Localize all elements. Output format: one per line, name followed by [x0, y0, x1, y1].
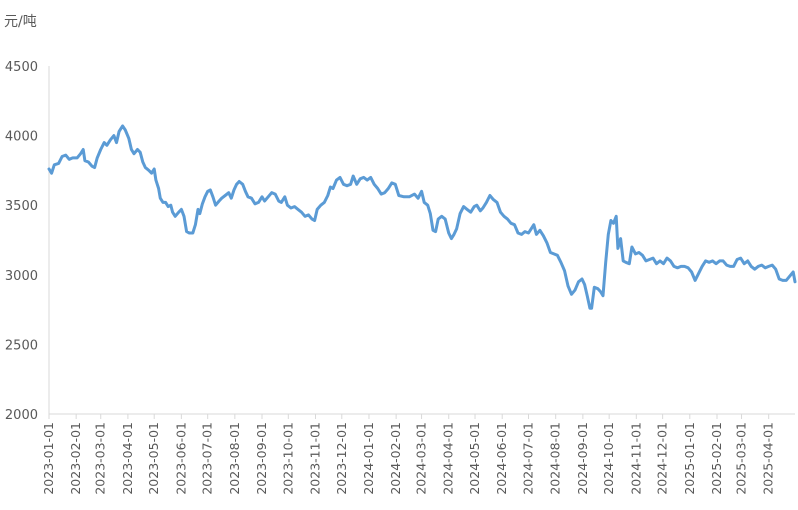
- x-tick-label: 2024-09-01: [575, 422, 590, 495]
- x-tick-label: 2025-03-01: [734, 422, 749, 495]
- y-tick-label: 4500: [5, 60, 38, 75]
- x-tick-label: 2024-06-01: [494, 422, 509, 495]
- y-tick-label: 3500: [5, 199, 38, 214]
- x-tick-label: 2023-07-01: [200, 422, 215, 495]
- x-tick-label: 2025-02-01: [709, 422, 724, 495]
- x-tick-label: 2024-10-01: [601, 422, 616, 495]
- y-tick-label: 3000: [5, 269, 38, 284]
- x-tick-label: 2024-03-01: [414, 422, 429, 495]
- y-axis-unit-label: 元/吨: [4, 14, 37, 30]
- x-tick-label: 2025-01-01: [682, 422, 697, 495]
- y-axis-ticks: 4500 4000 3500 3000 2500 2000: [5, 60, 38, 423]
- x-tick-label: 2023-03-01: [93, 422, 108, 495]
- x-tick-label: 2023-05-01: [146, 422, 161, 495]
- x-tick-label: 2023-10-01: [280, 422, 295, 495]
- x-tick-label: 2023-11-01: [307, 422, 322, 495]
- x-tick-label: 2024-12-01: [655, 422, 670, 495]
- x-tick-label: 2023-01-01: [41, 422, 56, 495]
- x-tick-label: 2024-04-01: [441, 422, 456, 495]
- x-tick-label: 2024-02-01: [388, 422, 403, 495]
- x-tick-label: 2024-05-01: [467, 422, 482, 495]
- y-tick-label: 2000: [5, 408, 38, 423]
- x-tick-label: 2023-08-01: [227, 422, 242, 495]
- x-tick-label: 2023-06-01: [173, 422, 188, 495]
- x-tick-label: 2024-08-01: [548, 422, 563, 495]
- y-tick-label: 2500: [5, 338, 38, 353]
- x-tick-label: 2024-07-01: [521, 422, 536, 495]
- x-tick-label: 2024-01-01: [361, 422, 376, 495]
- x-axis-ticks: 2023-01-01 2023-02-01 2023-03-01 2023-04-01…: [41, 414, 776, 495]
- x-tick-label: 2023-12-01: [334, 422, 349, 495]
- x-tick-label: 2025-04-01: [761, 422, 776, 495]
- x-tick-label: 2023-02-01: [68, 422, 83, 495]
- y-tick-label: 4000: [5, 130, 38, 145]
- x-tick-label: 2023-04-01: [120, 422, 135, 495]
- price-series-line: [47, 124, 797, 310]
- x-tick-label: 2024-11-01: [628, 422, 643, 495]
- x-tick-label: 2023-09-01: [254, 422, 269, 495]
